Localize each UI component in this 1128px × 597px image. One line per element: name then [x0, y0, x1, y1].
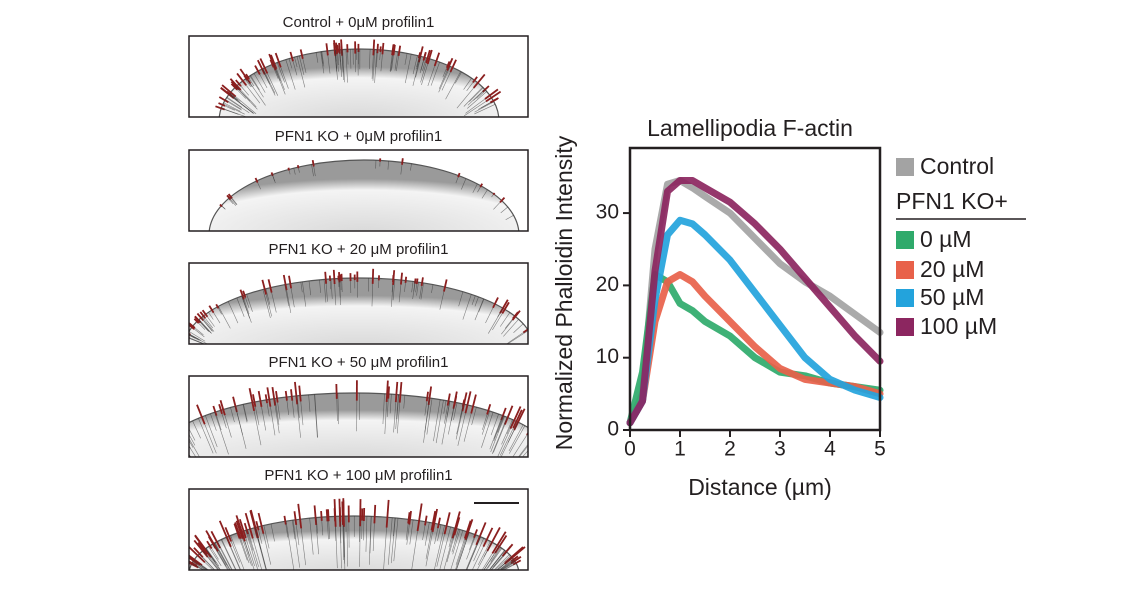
y-tick-label: 20 [596, 273, 619, 296]
legend-label: 100 µM [920, 313, 997, 339]
legend-label: 20 µM [920, 256, 984, 282]
micrograph [209, 158, 519, 235]
cell [209, 160, 519, 235]
filopodium [327, 509, 328, 521]
fiber [167, 437, 179, 451]
y-tick-label: 0 [607, 418, 619, 441]
fiber [536, 449, 551, 457]
filopodium [177, 420, 183, 431]
panel-label: PFN1 KO + 20 μM profilin1 [269, 241, 449, 258]
y-tick-label: 30 [596, 201, 619, 224]
x-tick-label: 2 [724, 438, 736, 461]
fiber [177, 429, 187, 445]
filopodium [417, 279, 418, 285]
fiber [160, 445, 186, 464]
x-tick-label: 1 [674, 438, 686, 461]
filopodium [402, 158, 403, 165]
filopodium [162, 433, 169, 440]
micrograph [180, 269, 535, 348]
filopodium [298, 165, 299, 168]
filopodium [286, 391, 287, 401]
cell [184, 278, 534, 348]
filopodium [374, 505, 375, 523]
panel-label: Control + 0μM profilin1 [283, 14, 435, 31]
micrograph [180, 498, 525, 592]
filopodium [401, 273, 402, 285]
filopodium [151, 439, 165, 449]
legend-swatch [896, 318, 914, 336]
fiber [162, 442, 192, 467]
fiber [168, 436, 189, 461]
filopodium [162, 434, 168, 441]
legend-label: 0 µM [920, 226, 972, 252]
filopodium [313, 160, 314, 166]
x-tick-label: 5 [874, 438, 886, 461]
filopodium [427, 392, 428, 402]
panel-label: PFN1 KO + 100 μM profilin1 [264, 467, 452, 484]
filopodium [543, 438, 548, 443]
filopodium [534, 426, 544, 439]
panel-label: PFN1 KO + 0μM profilin1 [275, 128, 442, 145]
legend-label: 50 µM [920, 284, 984, 310]
y-axis-label: Normalized Phalloidin Intensity [551, 135, 577, 450]
x-tick-label: 0 [624, 438, 636, 461]
y-tick-label: 10 [596, 345, 619, 368]
legend-title: PFN1 KO+ [896, 188, 1008, 214]
panel-label: PFN1 KO + 50 μM profilin1 [269, 354, 449, 371]
filopodium [373, 40, 374, 56]
legend-swatch [896, 158, 914, 176]
fiber [535, 445, 548, 454]
filopodium [388, 386, 389, 398]
filopodium [405, 277, 406, 283]
legend-swatch [896, 231, 914, 249]
filopodium [165, 424, 175, 438]
filopodium [542, 436, 551, 444]
filopodium [165, 424, 176, 439]
filopodium [393, 270, 394, 285]
filopodium [387, 381, 388, 402]
chart-title: Lamellipodia F-actin [647, 115, 853, 141]
fiber [172, 433, 184, 449]
filopodium [321, 511, 322, 521]
legend-label: Control [920, 153, 994, 179]
fiber [159, 446, 179, 460]
x-tick-label: 3 [774, 438, 786, 461]
filopodium [343, 500, 344, 525]
legend-swatch [896, 261, 914, 279]
filopodium [180, 335, 189, 339]
legend-swatch [896, 289, 914, 307]
micrograph [215, 39, 500, 121]
filopodium [183, 418, 188, 427]
filopodium [334, 270, 335, 284]
filopodium [288, 168, 289, 171]
filopodium [382, 43, 383, 54]
filopodium [325, 272, 326, 284]
filopodium [337, 45, 338, 53]
filopodium [335, 499, 336, 527]
fiber [166, 438, 178, 451]
filopodium [161, 427, 172, 440]
filopodium [291, 389, 292, 400]
x-tick-label: 4 [824, 438, 836, 461]
filopodium [152, 434, 168, 447]
fiber [538, 446, 549, 453]
x-axis-label: Distance (µm) [688, 474, 832, 500]
filopodium [532, 423, 544, 439]
fiber [535, 441, 545, 450]
filopodium [377, 44, 378, 53]
filopodium [493, 193, 494, 195]
fiber [528, 441, 545, 457]
